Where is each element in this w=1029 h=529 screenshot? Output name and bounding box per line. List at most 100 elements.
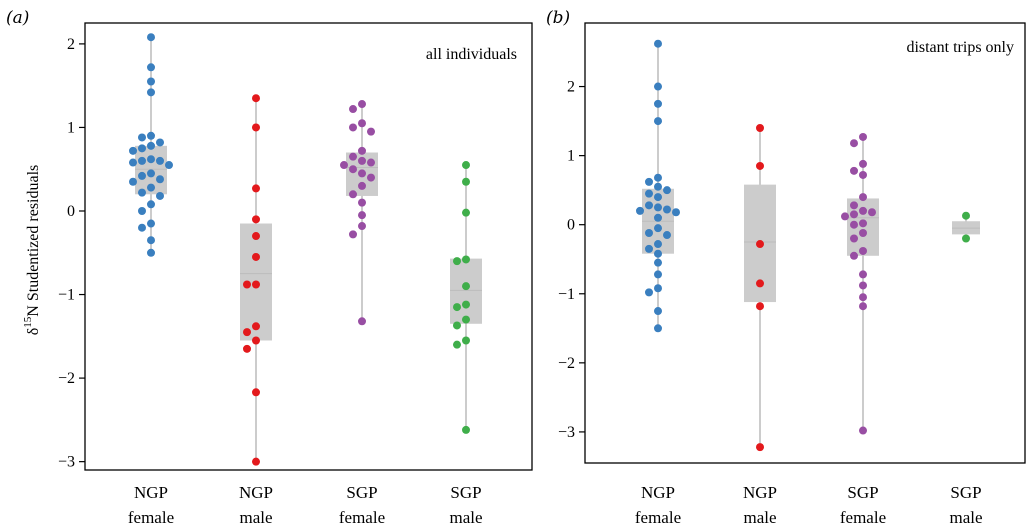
panel-a-ngp-female-point	[147, 169, 155, 178]
panel-b-y-tick-label-5: 2	[567, 79, 575, 96]
panel-a-y-tick-label-0: −3	[58, 454, 75, 471]
panel-a-sgp-female-point	[358, 146, 366, 155]
y-axis-title-rest: N Studentized residuals	[25, 165, 42, 317]
panel-b-ngp-female-point	[636, 206, 644, 215]
panel-a-y-tick-label-1: −2	[58, 370, 75, 387]
panel-b-ngp-female-point	[654, 249, 662, 258]
panel-b-ngp-female-point	[663, 231, 671, 240]
panel-b-category-3-line-2: female	[840, 508, 886, 527]
panel-a-category-4-line-1: SGP	[450, 483, 481, 502]
panel-a-sgp-male-point	[462, 315, 470, 324]
panel-a-ngp-female-point	[138, 223, 146, 232]
panel-a-ngp-female-point	[138, 206, 146, 215]
panel-a-sgp-female-point	[349, 230, 357, 239]
panel-a-sgp-male-point	[453, 257, 461, 266]
panel-a-sgp-male-point	[453, 340, 461, 349]
panel-a-ngp-female-point	[156, 191, 164, 200]
panel-a-sgp-male-point	[462, 282, 470, 291]
panel-a-sgp-male-point	[462, 255, 470, 264]
panel-b-ngp-female-point	[654, 117, 662, 126]
panel-a-ngp-male-point	[252, 252, 260, 261]
panel-a-ngp-male-point	[243, 344, 251, 353]
y-axis-title-delta: δ	[25, 328, 42, 336]
panel-a-ngp-male-point	[252, 280, 260, 289]
panel-a-sgp-female-point	[358, 100, 366, 109]
panel-b-sgp-female-point	[841, 212, 849, 221]
panel-b-ngp-male-point	[756, 443, 764, 452]
panel-b-ngp-female-point	[654, 270, 662, 279]
panel-a-sgp-female-point	[349, 152, 357, 161]
panel-b-ngp-female-point	[654, 324, 662, 333]
panel-b-y-tick-label-2: −1	[558, 286, 575, 303]
panel-a-ngp-male-point	[252, 94, 260, 103]
panel-a-ngp-male-point	[252, 215, 260, 224]
panel-a-sgp-male-point	[453, 303, 461, 312]
panel-b-ngp-female-point	[663, 205, 671, 214]
panel-b-ngp-female-point	[645, 189, 653, 198]
panel-a-ngp-female-point	[147, 63, 155, 72]
panel-a-ngp-female-point	[156, 156, 164, 165]
panel-a-sgp-male-point	[453, 321, 461, 330]
panel-a-ngp-female-point	[129, 177, 137, 186]
panel-a-ngp-female-point	[147, 236, 155, 245]
panel-a-category-1-line-2: female	[128, 508, 174, 527]
panel-b-sgp-female-point	[859, 228, 867, 237]
panel-b-x-axis: NGP female NGP male SGP female SGP male	[635, 483, 983, 527]
panel-b-ngp-male-point	[756, 161, 764, 170]
panel-a-category-2-line-1: NGP	[239, 483, 273, 502]
panel-b-label: (b)	[546, 8, 570, 28]
panel-b-ngp-female-point	[654, 307, 662, 316]
panel-a-sgp-male-point	[462, 177, 470, 186]
panel-a-sgp-female-point	[349, 123, 357, 132]
panel-b-category-2-line-1: NGP	[743, 483, 777, 502]
panel-b-ngp-female-point	[645, 177, 653, 186]
panel-a-y-tick-label-3: 0	[67, 203, 75, 220]
panel-b-ngp-female-point	[654, 82, 662, 91]
panel-a-category-2-line-2: male	[239, 508, 272, 527]
panel-b-sgp-female-point	[859, 246, 867, 255]
panel-b-sgp-female-point	[859, 219, 867, 228]
panel-b-sgp-female-point	[859, 206, 867, 215]
panel-a-ngp-female-point	[165, 161, 173, 170]
panel-a-ngp-female-point	[147, 77, 155, 86]
panel-a-sgp-female-point	[349, 105, 357, 114]
panel-b-ngp-female-point	[654, 203, 662, 212]
panel-b-ngp-female-point	[645, 228, 653, 237]
panel-a-ngp-male-point	[252, 457, 260, 466]
panel-a-ngp-female-point	[138, 144, 146, 153]
panel-a-sgp-female-point	[367, 173, 375, 182]
panel-b-sgp-female-point	[850, 139, 858, 148]
panel-a-ngp-female-point	[138, 156, 146, 165]
panel-b-sgp-female-point	[859, 302, 867, 311]
panel-a-y-axis: −3 −2 −1 0 1 2	[58, 36, 85, 471]
panel-b-sgp-female-point	[859, 270, 867, 279]
panel-a-ngp-female-point	[129, 146, 137, 155]
panel-a-annotation: all individuals	[426, 46, 517, 63]
panel-a-category-4-line-2: male	[449, 508, 482, 527]
panel-a-ngp-female-point	[156, 138, 164, 147]
panel-a-ngp-female-point	[147, 200, 155, 209]
panel-a-sgp-female-point	[358, 222, 366, 231]
panel-b-sgp-female-point	[850, 201, 858, 210]
panel-a-label: (a)	[6, 8, 29, 28]
panel-a-sgp-female-point	[358, 181, 366, 190]
panel-a-plot-area	[129, 33, 482, 466]
panel-a-category-3-line-2: female	[339, 508, 385, 527]
panel-a-ngp-female-point	[147, 248, 155, 257]
panel-b-ngp-female-point	[654, 39, 662, 48]
panel-b-sgp-male-point	[962, 211, 970, 220]
panel-b-ngp-female-point	[654, 224, 662, 233]
panel-a-y-tick-label-5: 2	[67, 36, 75, 53]
panel-b-y-tick-label-3: 0	[567, 217, 575, 234]
panel-b-ngp-female-point	[672, 208, 680, 217]
panel-b-ngp-female-point	[645, 244, 653, 253]
panel-b-ngp-female-point	[654, 99, 662, 108]
panel-a-ngp-female-point	[147, 183, 155, 192]
panel-a-y-tick-label-4: 1	[67, 119, 75, 136]
panel-b-ngp-female-point	[654, 193, 662, 202]
panel-a-ngp-female-point	[147, 88, 155, 97]
panel-a-ngp-female-point	[156, 175, 164, 184]
panel-a-ngp-male-point	[252, 336, 260, 345]
panel-b-plot-area	[636, 39, 980, 452]
y-axis-title: δ15N Studentized residuals	[22, 165, 42, 336]
